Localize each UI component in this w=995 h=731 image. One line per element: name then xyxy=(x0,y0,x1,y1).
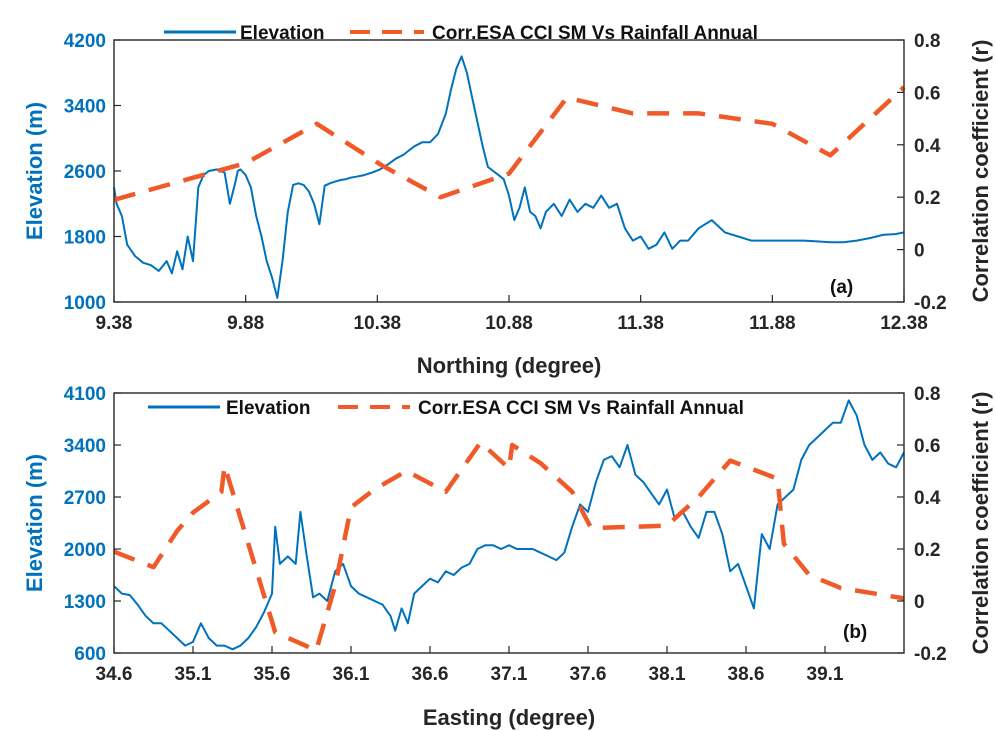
legend-a-correlation-label: Corr.ESA CCI SM Vs Rainfall Annual xyxy=(432,23,758,44)
panel-b-ytick-right-label: 0.8 xyxy=(914,384,940,405)
panel-a-xtick-label: 10.88 xyxy=(485,313,533,334)
panel-b-series xyxy=(113,399,905,653)
panel-a-ytick-right-label: 0.2 xyxy=(914,188,940,209)
legend-b-elevation-label: Elevation xyxy=(226,398,310,419)
panel-a-ytick-left-label: 1800 xyxy=(64,228,106,249)
panel-b-ytick-left-label: 4100 xyxy=(64,384,106,405)
legend-a-elevation-label: Elevation xyxy=(240,23,324,44)
panel-a-ytick-left-label: 4200 xyxy=(64,31,106,52)
panel-b-xlabel: Easting (degree) xyxy=(423,705,595,730)
panel-b-ytick-right-label: 0.6 xyxy=(914,436,940,457)
panel-a-xtick-label: 12.38 xyxy=(880,313,928,334)
panel-a-label: (a) xyxy=(830,277,853,298)
panel-a-ticks: 9.38 9.88 10.38 10.88 11.38 11.88 12.38 1000 180… xyxy=(64,31,947,334)
panel-a-series xyxy=(113,55,906,299)
panel-a-xtick-label: 10.38 xyxy=(354,313,402,334)
panel-b-elevation-line xyxy=(113,399,905,651)
panel-a-ytick-right-label: 0.6 xyxy=(914,83,940,104)
panel-a-xtick-label: 9.38 xyxy=(96,313,133,334)
panel-a-ytick-left-label: 2600 xyxy=(64,162,106,183)
panel-a-legend: Elevation Corr.ESA CCI SM Vs Rainfall An… xyxy=(164,23,758,44)
panel-b-xtick-label: 36.6 xyxy=(412,664,449,685)
panel-a-elevation-line xyxy=(113,55,905,299)
panel-b-ytick-left-label: 3400 xyxy=(64,436,106,457)
panel-b-ytick-right-label: 0 xyxy=(914,592,925,613)
panel-a-axes-box xyxy=(113,39,905,303)
panel-b-xtick-label: 37.6 xyxy=(570,664,607,685)
panel-a-ylabel-left: Elevation (m) xyxy=(22,102,47,240)
panel-a-xtick-label: 9.88 xyxy=(227,313,264,334)
panel-b-label: (b) xyxy=(843,622,867,643)
panel-b-ylabel-right: Correlation coefficient (r) xyxy=(968,392,993,655)
legend-b-correlation-label: Corr.ESA CCI SM Vs Rainfall Annual xyxy=(418,398,744,419)
panel-b-xtick-label: 34.6 xyxy=(96,664,133,685)
panel-b-xtick-label: 35.1 xyxy=(175,664,212,685)
panel-a-ytick-right-label: 0.8 xyxy=(914,31,940,52)
panel-b-ylabel-left: Elevation (m) xyxy=(22,454,47,592)
panel-a-ytick-right-label: -0.2 xyxy=(914,293,947,314)
panel-b-ytick-left-label: 600 xyxy=(74,644,106,665)
panel-a-xtick-label: 11.88 xyxy=(749,313,796,334)
panel-b-ytick-right-label: -0.2 xyxy=(914,644,947,665)
panel-b-xtick-label: 36.1 xyxy=(333,664,370,685)
panel-a-ytick-right-label: 0 xyxy=(914,241,925,262)
panel-b-xtick-label: 37.1 xyxy=(491,664,528,685)
panel-b-xtick-label: 38.6 xyxy=(728,664,765,685)
panel-b-legend: Elevation Corr.ESA CCI SM Vs Rainfall An… xyxy=(148,398,744,419)
panel-b-correlation-line xyxy=(113,440,905,653)
panel-a-xtick-label: 11.38 xyxy=(617,313,664,334)
panel-a-correlation-line xyxy=(113,85,906,202)
panel-b-ytick-left-label: 2000 xyxy=(64,540,106,561)
panel-b-ytick-left-label: 2700 xyxy=(64,488,106,509)
panel-b-ytick-left-label: 1300 xyxy=(64,592,106,613)
panel-a-ylabel-right: Correlation coefficient (r) xyxy=(968,40,993,303)
panel-a-ytick-left-label: 3400 xyxy=(64,97,106,118)
panel-b-ytick-right-label: 0.4 xyxy=(914,488,941,509)
panel-b: 34.6 35.1 35.6 36.1 36.6 37.1 37.6 38.1 38.6 39.1… xyxy=(22,384,993,730)
panel-b-axes-box xyxy=(113,392,905,654)
panel-a: 9.38 9.88 10.38 10.88 11.38 11.88 12.38 1000 180… xyxy=(22,23,993,378)
panel-b-xtick-label: 35.6 xyxy=(254,664,291,685)
panel-a-ytick-right-label: 0.4 xyxy=(914,136,941,157)
panel-b-xtick-label: 38.1 xyxy=(649,664,686,685)
panel-a-xlabel: Northing (degree) xyxy=(417,353,602,378)
panel-b-ticks: 34.6 35.1 35.6 36.1 36.6 37.1 37.6 38.1 38.6 39.1… xyxy=(64,384,947,685)
panel-a-ytick-left-label: 1000 xyxy=(64,293,106,314)
panel-b-xtick-label: 39.1 xyxy=(807,664,844,685)
panel-b-ytick-right-label: 0.2 xyxy=(914,540,940,561)
